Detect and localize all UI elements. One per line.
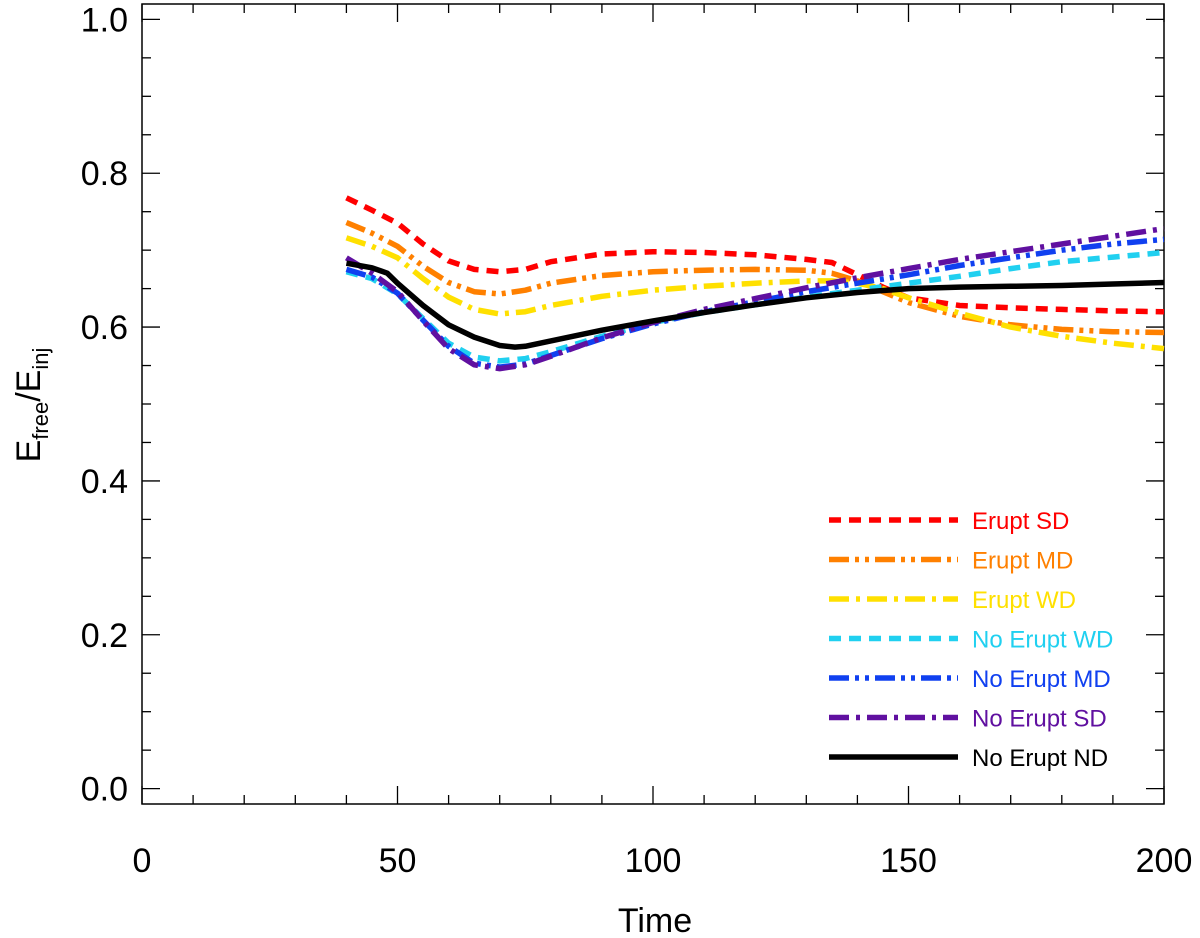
- series-line-erupt-wd: [345, 235, 1165, 352]
- y-tick-label: 0.4: [81, 463, 128, 501]
- series-line-no-erupt-md: [345, 236, 1165, 370]
- legend-label-erupt-md: Erupt MD: [972, 548, 1073, 575]
- y-tick-labels: 0.0 0.2 0.4 0.6 0.8 1.0: [81, 1, 128, 808]
- minor-ticks: [142, 4, 1164, 804]
- x-tick-label: 150: [880, 842, 937, 880]
- y-axis-title-base: E: [10, 440, 48, 463]
- legend-label-erupt-sd: Erupt SD: [972, 508, 1069, 535]
- legend-label-no-erupt-sd: No Erupt SD: [972, 706, 1107, 733]
- legend-label-no-erupt-md: No Erupt MD: [972, 666, 1111, 693]
- y-tick-label: 0.0: [81, 771, 128, 809]
- y-axis-title-sep: /: [10, 392, 48, 402]
- legend: Erupt SD Erupt MD Erupt WD No Erupt WD No Er…: [829, 508, 1113, 772]
- legend-label-no-erupt-wd: No Erupt WD: [972, 627, 1113, 654]
- series-line-erupt-sd: [345, 195, 1165, 315]
- series-line-no-erupt-nd: [345, 260, 1165, 350]
- y-axis-title-sub: free: [28, 402, 53, 440]
- y-axis-title: Efree/Einj: [10, 348, 53, 463]
- x-tick-label: 100: [625, 842, 682, 880]
- x-tick-label: 200: [1136, 842, 1193, 880]
- x-axis-title: Time: [618, 902, 692, 938]
- series-line-no-erupt-sd: [344, 225, 1165, 372]
- major-ticks: [141, 4, 1165, 804]
- series-line-erupt-md: [345, 219, 1165, 336]
- legend-label-no-erupt-nd: No Erupt ND: [972, 745, 1108, 772]
- y-tick-label: 0.2: [81, 617, 128, 655]
- y-tick-label: 0.8: [81, 155, 128, 193]
- y-tick-label: 0.6: [81, 309, 128, 347]
- y-axis-title-den: E: [10, 370, 48, 393]
- y-tick-label: 1.0: [81, 1, 128, 39]
- x-tick-label: 0: [133, 842, 152, 880]
- series-lines: [344, 195, 1165, 372]
- x-tick-label: 50: [379, 842, 417, 880]
- legend-label-erupt-wd: Erupt WD: [972, 587, 1076, 614]
- x-tick-labels: 0 50 100 150 200: [133, 842, 1193, 880]
- y-axis-title-den-sub: inj: [28, 348, 53, 370]
